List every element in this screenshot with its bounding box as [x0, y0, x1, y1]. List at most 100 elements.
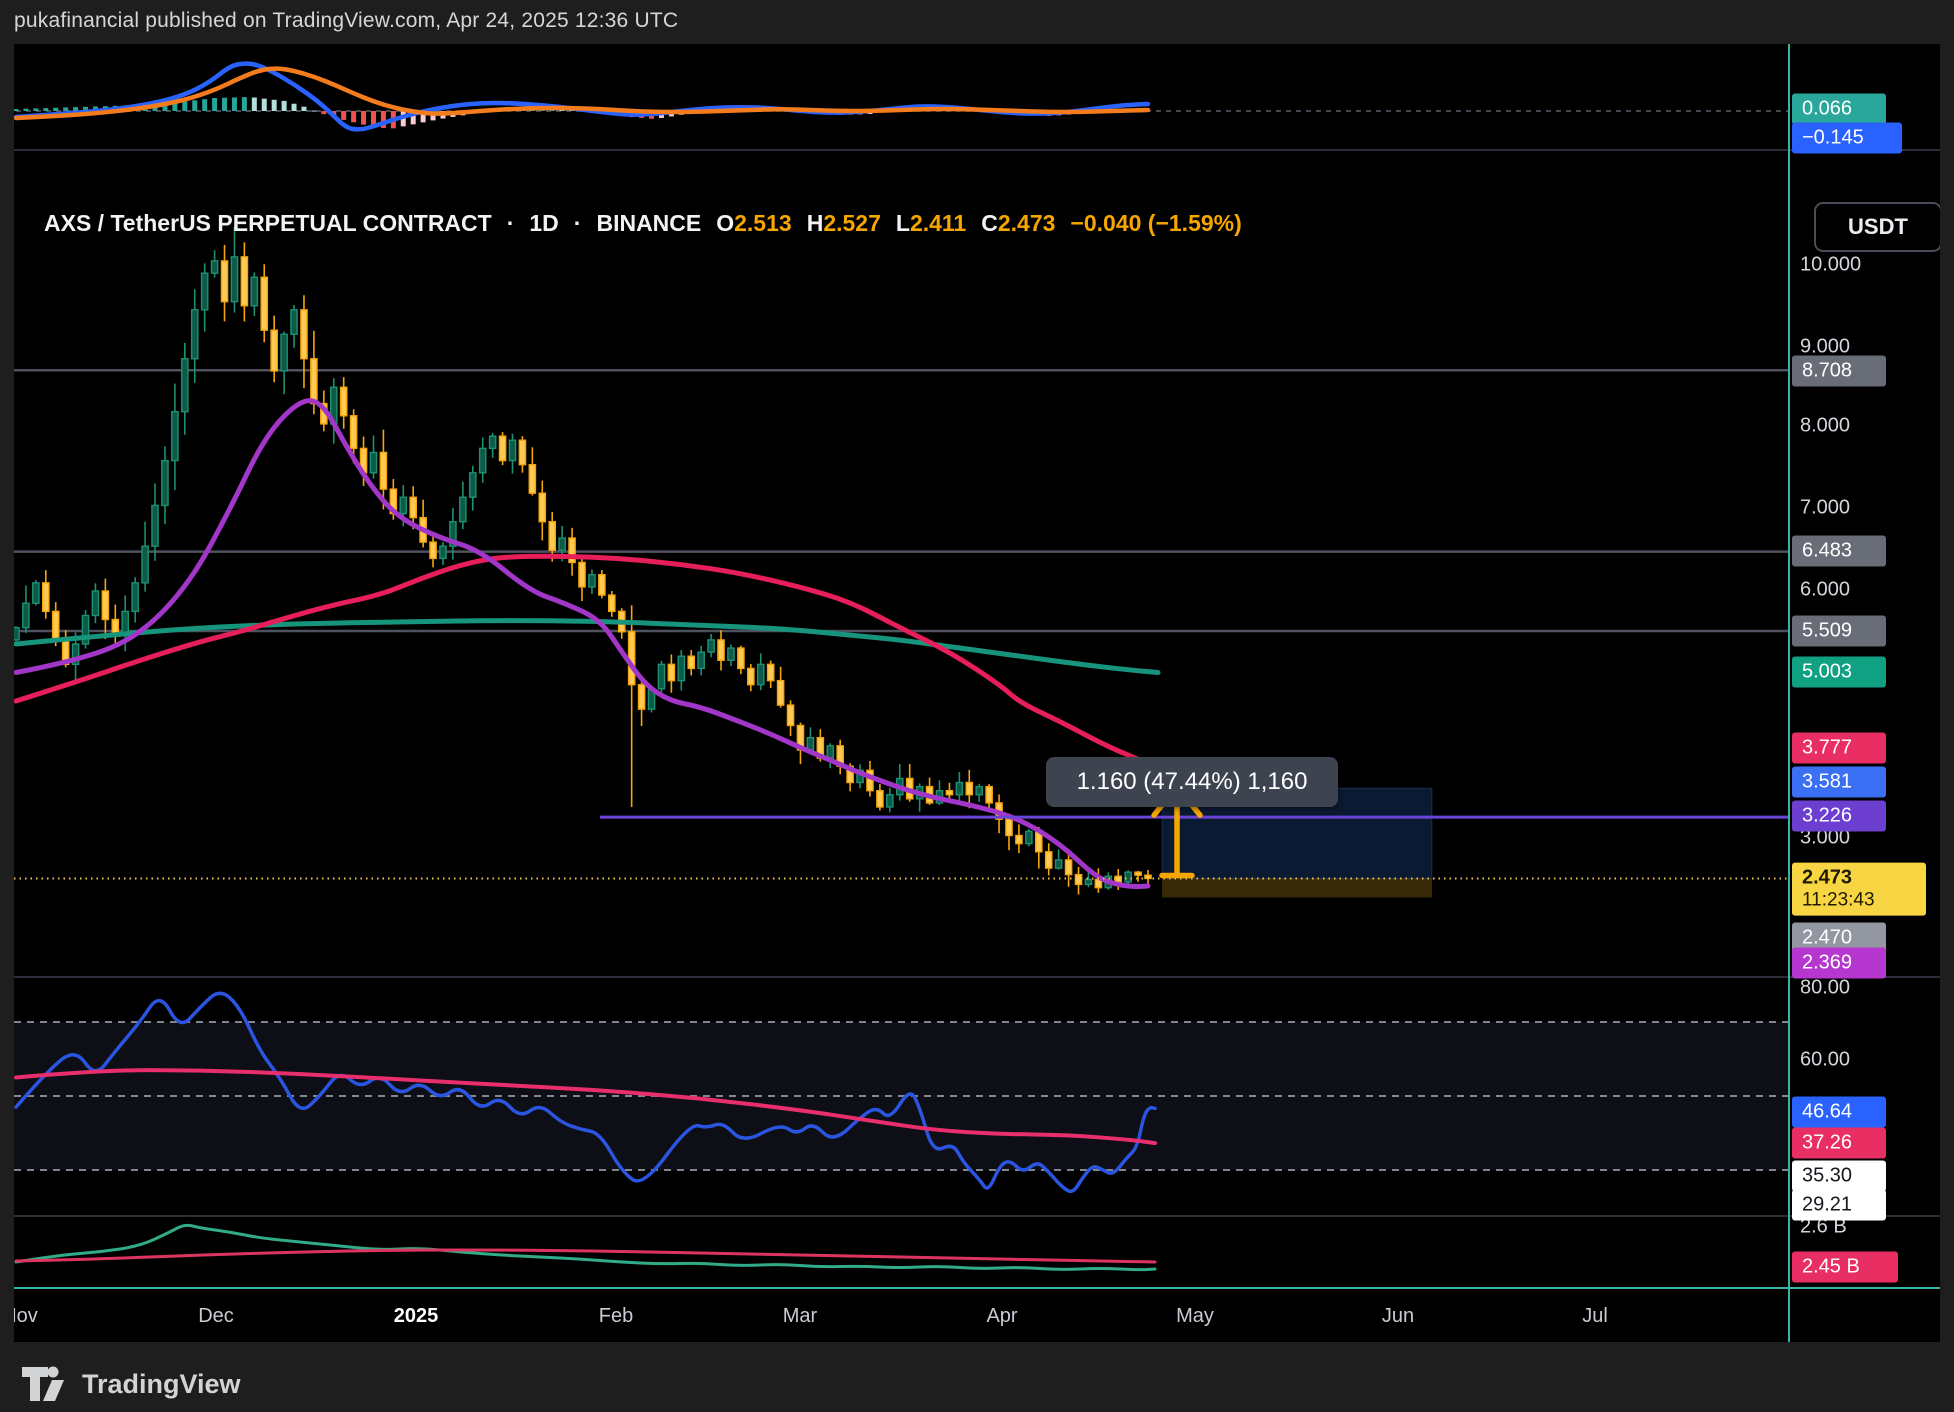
time-label: Feb	[598, 1305, 634, 1327]
time-label: May	[1176, 1305, 1214, 1327]
candle	[1005, 818, 1013, 837]
price-tick: 6.000	[1800, 578, 1851, 601]
price-tick: 3.000	[1800, 826, 1851, 849]
candle	[190, 309, 199, 360]
candle	[697, 651, 705, 670]
price-badge: 5.509	[1792, 615, 1886, 647]
price-badge: 29.21	[1792, 1189, 1886, 1221]
price-badge: 35.30	[1792, 1160, 1886, 1192]
high-label: H2.527	[806, 210, 881, 236]
candle	[409, 496, 418, 519]
price-badge: 5.003	[1792, 656, 1886, 688]
candle	[478, 447, 487, 474]
price-badge: 8.708	[1792, 355, 1886, 387]
candle	[786, 704, 795, 727]
tradingview-logo-text: TradingView	[82, 1368, 241, 1399]
candle	[1064, 859, 1073, 876]
change-value: −0.040 (−1.59%)	[1070, 210, 1242, 236]
price-badge: 37.26	[1792, 1127, 1886, 1159]
candle	[826, 745, 835, 759]
candle	[310, 358, 318, 405]
candle	[776, 679, 785, 706]
close-label: C2.473	[981, 210, 1056, 236]
price-tick: 9.000	[1800, 335, 1851, 358]
candle	[41, 582, 50, 613]
candle	[637, 684, 646, 710]
candle	[200, 272, 209, 311]
candle	[677, 655, 686, 682]
price-panel[interactable]	[14, 226, 1789, 898]
candle	[488, 435, 497, 450]
currency-toggle-button[interactable]: USDT	[1814, 202, 1940, 252]
tradingview-logo-icon	[22, 1366, 64, 1401]
candle	[965, 781, 974, 796]
candle	[1054, 859, 1063, 869]
candle	[1134, 871, 1142, 876]
candle	[806, 737, 815, 751]
macd-panel[interactable]	[14, 61, 1789, 132]
candle	[528, 463, 537, 494]
candle	[101, 590, 110, 621]
time-label: Dec	[198, 1305, 234, 1327]
time-label: Jul	[1582, 1305, 1608, 1327]
candle	[538, 492, 547, 523]
candle	[568, 537, 576, 564]
candle	[429, 541, 437, 560]
time-label: Apr	[986, 1305, 1018, 1327]
candle	[717, 639, 725, 661]
price-badge: 2.369	[1792, 947, 1886, 979]
close-value: 2.473	[997, 210, 1056, 236]
candle	[399, 496, 408, 515]
rsi-panel[interactable]	[14, 991, 1789, 1194]
candle	[220, 260, 229, 303]
macd-line	[14, 61, 1151, 132]
candle	[876, 789, 884, 808]
candle	[608, 594, 616, 613]
tradingview-logo[interactable]: TradingView	[22, 1366, 241, 1402]
stop-zone[interactable]	[1162, 878, 1432, 898]
signal-line	[14, 66, 1151, 121]
ma-slow-teal	[14, 618, 1161, 675]
candle	[230, 256, 239, 303]
price-tick: 80.00	[1800, 976, 1851, 999]
chart-svg[interactable]	[14, 44, 1940, 1342]
candle	[459, 496, 467, 523]
candle	[737, 647, 745, 670]
candle	[548, 521, 557, 551]
open-label: O2.513	[716, 210, 792, 236]
chart-canvas[interactable]: AXS / TetherUS PERPETUAL CONTRACT · 1D ·…	[14, 44, 1940, 1342]
candle	[518, 439, 527, 466]
price-badge: 2.473 11:23:43	[1792, 862, 1926, 916]
candle	[71, 643, 80, 666]
open-value: 2.513	[734, 210, 792, 236]
interval-label[interactable]: 1D	[529, 210, 559, 236]
candle	[270, 329, 278, 372]
candle	[240, 256, 249, 307]
volume-panel[interactable]	[14, 1223, 1157, 1272]
symbol-title-row[interactable]: AXS / TetherUS PERPETUAL CONTRACT · 1D ·…	[44, 210, 1242, 237]
candle	[171, 411, 179, 462]
candle	[1084, 878, 1093, 886]
candle	[945, 789, 954, 796]
candle	[657, 663, 666, 690]
candle	[91, 590, 100, 617]
rsi-ma-line	[14, 1068, 1157, 1146]
vol-pink-line	[14, 1248, 1157, 1264]
candle	[449, 521, 457, 547]
candle	[161, 459, 169, 507]
candle	[707, 639, 715, 653]
candle	[468, 472, 477, 498]
low-label: L2.411	[895, 210, 967, 236]
rsi-line	[14, 991, 1157, 1194]
candle	[687, 655, 696, 670]
price-badge: 3.581	[1792, 766, 1886, 798]
time-label: Mar	[782, 1305, 818, 1327]
symbol-name[interactable]: AXS / TetherUS PERPETUAL CONTRACT	[44, 210, 492, 236]
time-label: 2025	[393, 1305, 439, 1327]
candle	[558, 537, 566, 551]
price-badge: 0.066	[1792, 93, 1886, 125]
candle	[1025, 830, 1033, 845]
candle	[627, 631, 636, 686]
candle	[32, 582, 40, 604]
candle	[508, 439, 517, 462]
